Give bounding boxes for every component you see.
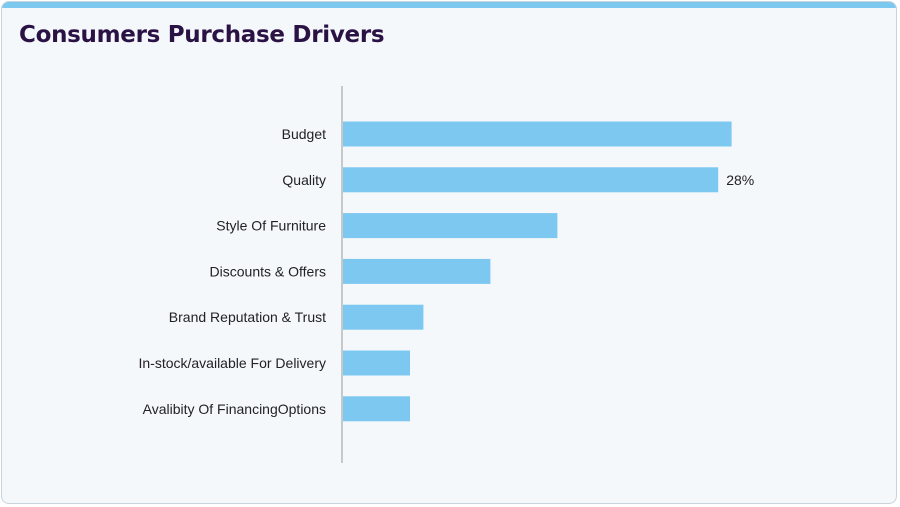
category-label: Quality [282,172,326,188]
bar [343,350,410,376]
category-label: Budget [282,126,326,142]
category-label: In-stock/available For Delivery [138,355,326,371]
category-label: Avalibity Of FinancingOptions [143,401,326,417]
data-label: 28% [726,172,754,188]
bar [343,121,732,147]
accent-bar [2,2,896,8]
bar [343,396,410,422]
bar [343,304,424,330]
chart-title: Consumers Purchase Drivers [19,22,385,48]
category-label: Style Of Furniture [216,218,326,234]
category-label: Discounts & Offers [210,263,326,279]
bar [343,258,491,284]
category-label: Brand Reputation & Trust [169,309,326,325]
bar [343,167,719,193]
bar [343,213,558,239]
